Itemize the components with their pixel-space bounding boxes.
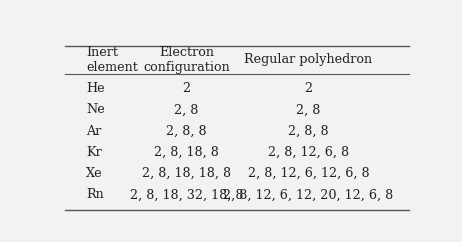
Text: 2, 8: 2, 8 [296,103,321,116]
Text: 2, 8, 18, 32, 18, 8: 2, 8, 18, 32, 18, 8 [130,188,243,201]
Text: 2, 8, 18, 8: 2, 8, 18, 8 [154,146,219,159]
Text: Regular polyhedron: Regular polyhedron [244,53,372,66]
Text: Kr: Kr [86,146,102,159]
Text: 2, 8, 12, 6, 8: 2, 8, 12, 6, 8 [268,146,349,159]
Text: 2, 8, 12, 6, 12, 6, 8: 2, 8, 12, 6, 12, 6, 8 [248,167,369,180]
Text: Ne: Ne [86,103,105,116]
Text: 2: 2 [182,82,191,95]
Text: 2, 8, 8: 2, 8, 8 [288,125,328,138]
Text: Ar: Ar [86,125,102,138]
Text: Electron
configuration: Electron configuration [143,46,230,74]
Text: 2: 2 [304,82,312,95]
Text: 2, 8, 18, 18, 8: 2, 8, 18, 18, 8 [142,167,231,180]
Text: Inert
element: Inert element [86,46,138,74]
Text: 2, 8, 8: 2, 8, 8 [166,125,207,138]
Text: 2, 8, 12, 6, 12, 20, 12, 6, 8: 2, 8, 12, 6, 12, 20, 12, 6, 8 [223,188,394,201]
Text: 2, 8: 2, 8 [175,103,199,116]
Text: Rn: Rn [86,188,104,201]
Text: Xe: Xe [86,167,103,180]
Text: He: He [86,82,105,95]
